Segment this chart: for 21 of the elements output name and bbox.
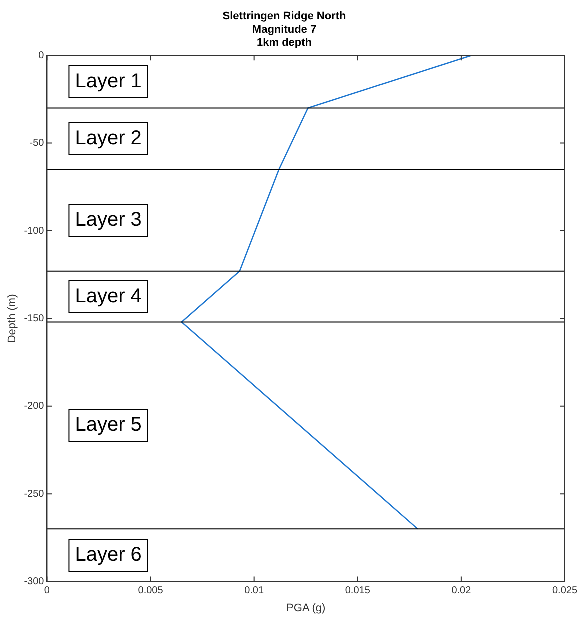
- y-tick-label: -100: [24, 226, 45, 237]
- x-axis-title: PGA (g): [286, 602, 326, 614]
- y-tick-label: -250: [24, 488, 45, 500]
- chart-title: Slettringen Ridge North Magnitude 7 1km depth: [222, 10, 346, 50]
- annotation: Layer 4: [75, 285, 142, 308]
- y-tick-label: -50: [30, 138, 45, 150]
- annotation: Layer 3: [75, 208, 142, 231]
- x-tick-label: 0.01: [244, 586, 264, 597]
- x-tick-label: 0.025: [552, 586, 578, 597]
- x-tick-label: 0.02: [452, 586, 472, 597]
- annotation: Layer 2: [75, 127, 142, 150]
- annotation: Layer 1: [75, 70, 142, 92]
- y-tick-label: -150: [24, 313, 45, 324]
- annotation: Layer 6: [75, 544, 142, 566]
- y-tick-label: 0: [38, 50, 45, 62]
- y-tick-label: -200: [24, 401, 45, 412]
- x-tick-label: 0.015: [345, 586, 371, 597]
- x-tick-label: 0.005: [138, 586, 164, 597]
- y-axis-title: Depth (m): [6, 294, 19, 344]
- y-tick-label: -300: [24, 576, 45, 588]
- annotation: Layer 5: [75, 414, 142, 436]
